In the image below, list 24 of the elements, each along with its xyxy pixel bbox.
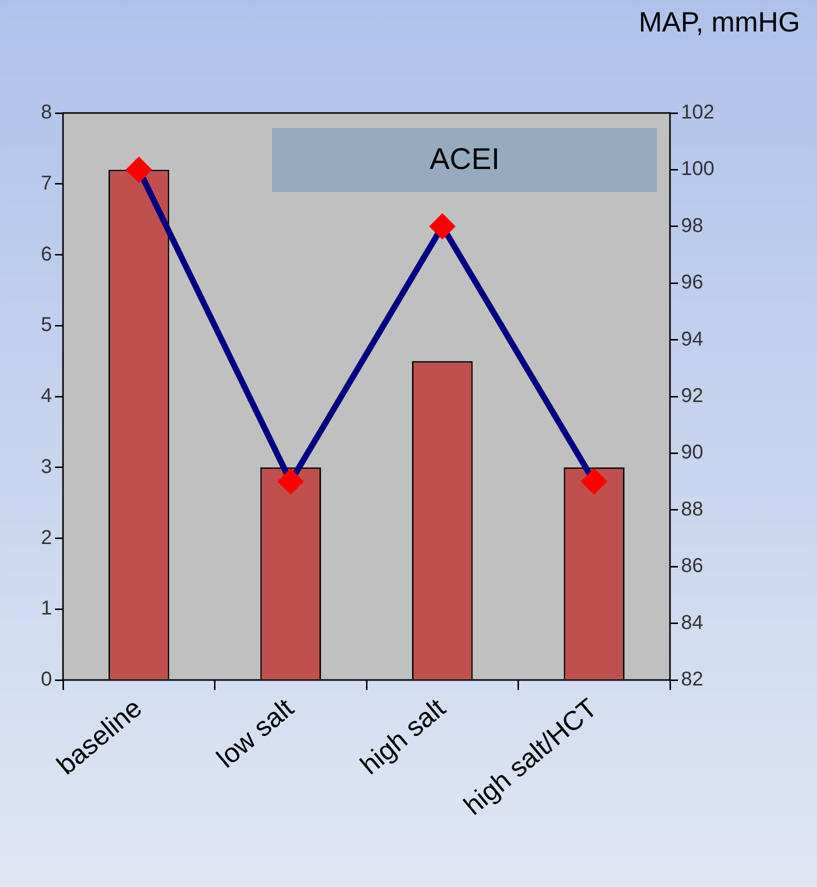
label-box: ACEI (272, 128, 657, 192)
y-tick-label: 7 (40, 172, 52, 194)
y-tick-label: 1 (40, 598, 52, 620)
x-tick-label: high salt (354, 692, 452, 780)
y2-tick-label: 88 (681, 498, 704, 520)
y-tick-label: 0 (40, 668, 52, 691)
x-tick-label: low salt (211, 692, 300, 774)
y-tick-label: 2 (40, 526, 52, 549)
y-tick-label: 3 (40, 456, 52, 478)
y2-tick-label: 94 (681, 328, 704, 350)
y2-tick-label: 86 (681, 555, 704, 578)
y2-tick-label: 84 (681, 612, 704, 634)
y-tick-label: 5 (40, 314, 52, 336)
y2-tick-label: 90 (681, 442, 704, 464)
y2-tick-label: 96 (681, 272, 704, 294)
y2-tick-label: 98 (681, 214, 704, 237)
y2-tick-label: 102 (681, 102, 714, 124)
y-tick-label: 6 (40, 243, 52, 266)
y2-tick-label: 100 (681, 158, 714, 180)
y2-tick-label: 92 (681, 385, 704, 408)
y-tick-label: 8 (40, 102, 52, 124)
y2-axis-title: MAP, mmHG (638, 6, 800, 38)
y2-tick-label: 82 (681, 668, 704, 691)
y-tick-label: 4 (40, 385, 52, 408)
